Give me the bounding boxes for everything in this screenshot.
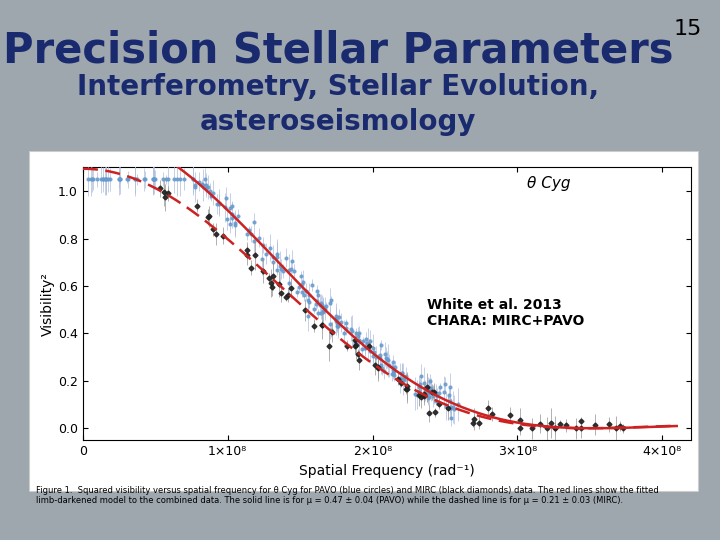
Text: Figure 1.  Squared visibility versus spatial frequency for θ Cyg for PAVO (blue : Figure 1. Squared visibility versus spat…: [36, 486, 659, 505]
Text: White et al. 2013
CHARA: MIRC+PAVO: White et al. 2013 CHARA: MIRC+PAVO: [426, 298, 584, 328]
X-axis label: Spatial Frequency (rad⁻¹): Spatial Frequency (rad⁻¹): [299, 463, 475, 477]
Text: asteroseismology: asteroseismology: [200, 108, 477, 136]
Text: 15: 15: [674, 19, 702, 39]
Text: θ Cyg: θ Cyg: [527, 176, 570, 191]
Text: Interferometry, Stellar Evolution,: Interferometry, Stellar Evolution,: [77, 73, 600, 101]
Y-axis label: Visibility²: Visibility²: [41, 272, 55, 336]
Text: Precision Stellar Parameters: Precision Stellar Parameters: [3, 30, 674, 72]
